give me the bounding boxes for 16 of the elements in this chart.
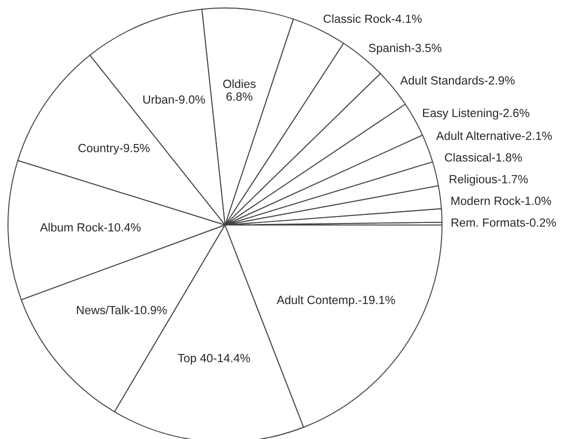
slice-label: Modern Rock-1.0% (451, 196, 552, 206)
slice-label: Adult Standards-2.9% (400, 76, 515, 85)
slice-label: Rem. Formats-0.2% (452, 218, 556, 227)
slice-label: Adult Alternative-2.1% (436, 131, 552, 140)
slice-label: Urban-9.0% (143, 95, 205, 104)
slice-label: Spanish-3.5% (368, 43, 442, 54)
slice-label: Adult Contemp.-19.1% (276, 295, 396, 306)
slice-label: Country-9.5% (78, 144, 150, 155)
slice-label: Classic Rock-4.1% (324, 14, 422, 23)
slice-label: Religious-1.7% (450, 174, 528, 186)
slice-label: Classical-1.8% (444, 152, 522, 162)
slice-label: Album Rock-10.4% (40, 222, 141, 232)
slice-label: Oldies 6.8% (223, 79, 256, 101)
slice-label: News/Talk-10.9% (76, 306, 167, 314)
slice-label: Top 40-14.4% (178, 354, 250, 365)
slice-label: Easy Listening-2.6% (423, 108, 530, 120)
